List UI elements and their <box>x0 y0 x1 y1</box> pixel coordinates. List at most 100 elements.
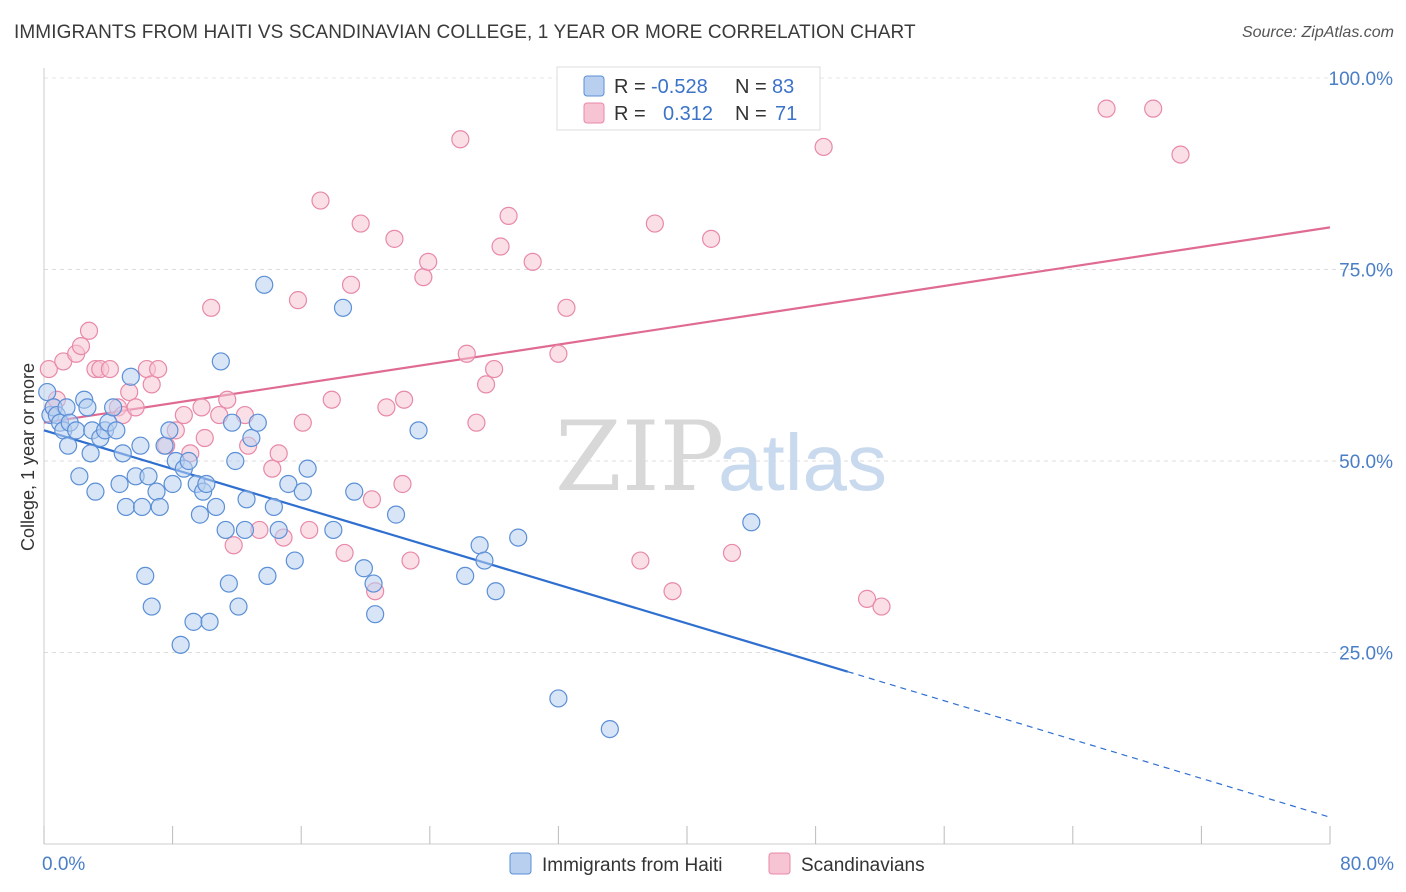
point-scandinavians <box>351 214 370 233</box>
point-scandinavians <box>300 520 319 540</box>
point-haiti <box>150 497 169 517</box>
point-scandinavians <box>269 444 288 463</box>
point-scandinavians <box>377 398 396 417</box>
point-scandinavians <box>341 275 361 294</box>
point-haiti <box>81 444 100 463</box>
point-scandinavians <box>311 191 330 210</box>
point-haiti <box>248 413 267 432</box>
point-scandinavians <box>457 344 476 363</box>
point-haiti <box>78 398 97 417</box>
point-scandinavians <box>872 597 891 616</box>
point-scandinavians <box>1171 145 1190 164</box>
point-haiti <box>409 421 428 440</box>
point-scandinavians <box>126 398 145 417</box>
point-scandinavians <box>149 359 168 379</box>
point-scandinavians <box>557 298 576 317</box>
y-axis-label: College, 1 year or more <box>18 363 38 551</box>
legend-n-label: N = <box>735 103 767 125</box>
legend: R = -0.528 N = 83 R = 0.312 N = 71 <box>556 66 821 131</box>
point-haiti <box>285 551 304 570</box>
point-haiti <box>110 474 129 494</box>
point-haiti <box>475 551 494 570</box>
point-scandinavians <box>71 337 91 356</box>
x-tick-label: 80.0% <box>1340 854 1394 875</box>
point-haiti <box>142 597 161 616</box>
point-haiti <box>147 482 166 501</box>
point-scandinavians <box>195 428 214 448</box>
point-haiti <box>160 421 179 440</box>
legend-swatch-blue <box>583 75 605 97</box>
x-tick-labels: 0.0% 80.0% <box>42 854 1394 875</box>
point-haiti <box>364 574 383 593</box>
point-scandinavians <box>288 291 308 310</box>
point-haiti <box>171 635 190 654</box>
point-scandinavians <box>224 536 243 555</box>
point-haiti <box>279 474 298 494</box>
y-tick-label: 100.0% <box>1329 69 1394 90</box>
point-haiti <box>456 566 475 586</box>
point-haiti <box>211 352 230 371</box>
point-scandinavians <box>549 344 568 363</box>
point-scandinavians <box>857 589 877 608</box>
point-haiti <box>38 382 57 402</box>
point-haiti <box>237 490 256 509</box>
point-haiti <box>470 536 489 555</box>
point-scandinavians <box>401 551 420 570</box>
point-scandinavians <box>645 214 664 233</box>
source-label: Source: ZipAtlas.com <box>1241 24 1394 41</box>
data-points <box>38 68 1190 739</box>
legend-r-value: 0.312 <box>663 103 713 125</box>
point-haiti <box>200 612 219 631</box>
point-scandinavians <box>218 390 237 409</box>
trend-lines <box>43 226 1331 818</box>
point-haiti <box>742 513 761 532</box>
bottom-legend-swatch-haiti <box>509 852 532 875</box>
point-scandinavians <box>523 252 542 271</box>
point-scandinavians <box>362 490 382 509</box>
point-scandinavians <box>142 375 161 394</box>
point-haiti <box>269 520 288 540</box>
legend-r-value: -0.528 <box>651 76 708 98</box>
point-scandinavians <box>499 206 518 225</box>
legend-n-value: 83 <box>772 76 794 98</box>
point-haiti <box>509 528 528 547</box>
y-tick-label: 75.0% <box>1339 261 1393 282</box>
point-scandinavians <box>663 582 682 601</box>
bottom-legend-label-haiti: Immigrants from Haiti <box>542 855 723 876</box>
point-haiti <box>70 467 89 486</box>
point-haiti <box>113 444 132 463</box>
axes <box>43 68 1331 845</box>
watermark-atlas: atlas <box>718 418 887 507</box>
point-haiti <box>139 467 158 486</box>
point-scandinavians <box>394 390 414 409</box>
point-haiti <box>155 436 174 455</box>
point-haiti <box>184 612 203 631</box>
legend-n-label: N = <box>735 76 767 98</box>
point-haiti <box>229 597 248 616</box>
point-haiti <box>600 719 619 739</box>
point-scandinavians <box>1097 99 1116 118</box>
point-haiti <box>354 559 373 578</box>
chart-title: IMMIGRANTS FROM HAITI VS SCANDINAVIAN CO… <box>14 22 916 43</box>
y-tick-labels: 25.0% 50.0% 75.0% 100.0% <box>1329 69 1394 665</box>
watermark: ZIP atlas <box>555 401 887 513</box>
point-scandinavians <box>814 137 833 157</box>
point-scandinavians <box>414 268 433 287</box>
x-tick-label: 0.0% <box>42 854 85 875</box>
point-haiti <box>206 497 226 517</box>
point-haiti <box>121 367 140 386</box>
point-scandinavians <box>120 382 139 402</box>
point-haiti <box>131 436 150 455</box>
point-haiti <box>324 520 343 540</box>
point-scandinavians <box>322 390 341 409</box>
point-haiti <box>366 605 385 624</box>
point-haiti <box>235 520 255 540</box>
point-haiti <box>222 413 242 432</box>
point-haiti <box>293 482 312 501</box>
point-scandinavians <box>174 405 193 425</box>
legend-swatch-pink <box>583 102 605 124</box>
point-haiti <box>136 566 155 586</box>
point-haiti <box>242 428 261 448</box>
point-haiti <box>104 398 123 417</box>
